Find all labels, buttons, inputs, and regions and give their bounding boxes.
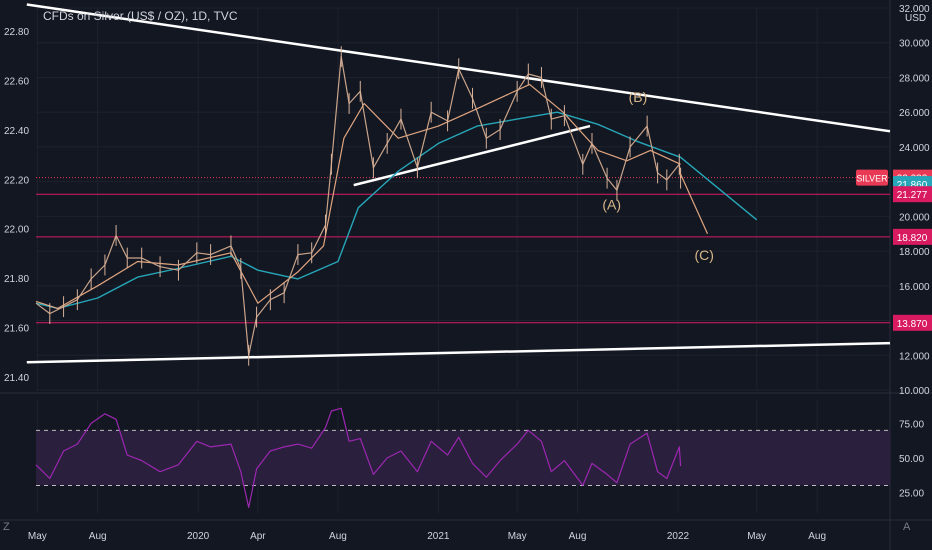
time-axis-tick: Aug: [808, 531, 826, 542]
left-axis-tick: 22.80: [4, 27, 29, 38]
right-axis-tick: 10.000: [899, 386, 930, 397]
left-axis-tick: 21.60: [4, 324, 29, 335]
price-label: 21.277: [897, 190, 928, 201]
rsi-axis-tick: 75.00: [899, 419, 924, 430]
time-axis-tick: May: [28, 531, 47, 542]
left-axis-tick: 22.20: [4, 175, 29, 186]
symbol-tag: SILVER: [856, 174, 888, 184]
projection-line: [678, 170, 709, 234]
moving-average-long: [35, 111, 758, 310]
rsi-line: [35, 407, 682, 509]
time-axis-tick: 2021: [427, 531, 450, 542]
right-axis-tick: 20.000: [899, 212, 930, 223]
right-axis-tick: 18.000: [899, 247, 930, 258]
right-axis-tick: 30.000: [899, 39, 930, 50]
right-axis-tick: 28.000: [899, 73, 930, 84]
time-axis-tick: 2020: [187, 531, 210, 542]
time-axis-tick: Aug: [329, 531, 347, 542]
time-axis-tick: Aug: [89, 531, 107, 542]
right-axis-tick: 16.000: [899, 282, 930, 293]
time-axis-tick: Aug: [569, 531, 587, 542]
time-axis-tick: Apr: [250, 531, 266, 542]
axis-unit: USD: [905, 13, 926, 24]
left-axis-tick: 22.60: [4, 76, 29, 87]
right-axis-tick: 12.000: [899, 351, 930, 362]
wave-label: (A): [602, 196, 621, 212]
price-label-bg: [893, 186, 932, 203]
wave-label: (B): [629, 89, 648, 105]
left-axis-tick: 22.40: [4, 126, 29, 137]
price-label: 18.820: [897, 233, 928, 244]
trendline: [26, 341, 891, 364]
time-axis-tick: May: [508, 531, 527, 542]
price-label: 21.860: [897, 180, 928, 191]
right-axis-tick: 32.000: [899, 4, 930, 15]
left-axis-tick: 21.80: [4, 274, 29, 285]
price-label-bg: [893, 228, 932, 245]
rsi-axis-tick: 50.00: [899, 454, 924, 465]
price-label-bg: [893, 314, 932, 331]
price-label: 13.870: [897, 319, 928, 330]
wave-label: (C): [695, 247, 714, 263]
left-axis-tick: 22.00: [4, 225, 29, 236]
symbol-title: CFDs on Silver (US$ / OZ), 1D, TVC: [43, 9, 238, 23]
tradingview-logo-icon[interactable]: Z: [3, 521, 10, 533]
right-axis-tick: 24.000: [899, 143, 930, 154]
time-axis-tick: 2022: [667, 531, 690, 542]
right-axis-tick: 26.000: [899, 108, 930, 119]
left-axis-tick: 21.40: [4, 373, 29, 384]
rsi-axis-tick: 25.00: [899, 488, 924, 499]
symbol-tag-bg: [856, 169, 888, 186]
time-axis-tick: May: [747, 531, 766, 542]
rsi-band: [36, 430, 890, 486]
auto-scale-button[interactable]: A: [903, 521, 911, 533]
